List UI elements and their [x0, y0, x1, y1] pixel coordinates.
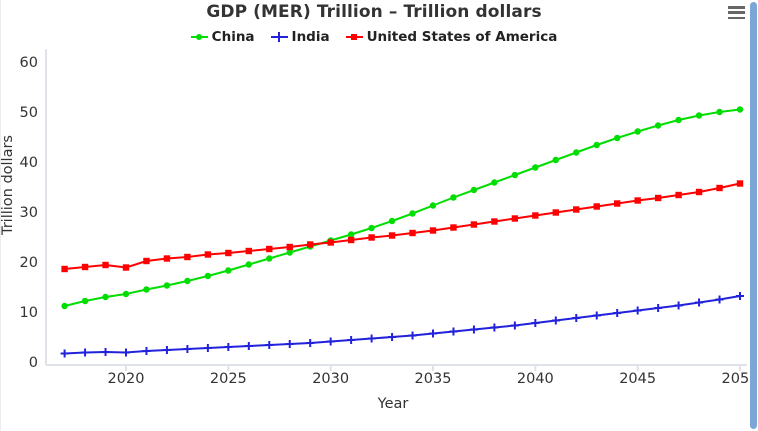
x-tick-label: 2025: [209, 371, 247, 387]
x-tick-label: 2045: [619, 371, 657, 387]
menu-bar-3: [728, 16, 745, 19]
chart-legend: China India United States of America: [0, 29, 748, 45]
menu-bar-2: [728, 11, 745, 14]
series-china[interactable]: [61, 106, 744, 310]
y-tick-label: 0: [28, 355, 38, 371]
hamburger-menu-icon[interactable]: [728, 5, 745, 20]
legend-marker-usa-icon: [345, 32, 363, 42]
y-tick-label: 60: [19, 55, 38, 71]
x-tick-label: 2040: [516, 371, 554, 387]
x-axis-title: Year: [377, 396, 409, 412]
legend-item-usa[interactable]: United States of America: [345, 29, 558, 45]
y-tick-label: 20: [19, 255, 38, 271]
y-axis-title: Trillion dollars: [0, 135, 16, 236]
series-india[interactable]: [60, 292, 744, 358]
chart-title: GDP (MER) Trillion – Trillion dollars: [206, 2, 542, 22]
x-tick-label: 2050: [721, 371, 758, 387]
legend-item-india[interactable]: India: [270, 29, 330, 45]
vertical-scrollbar[interactable]: [749, 0, 758, 431]
legend-label-india: India: [291, 29, 330, 45]
left-border: [0, 0, 1, 431]
legend-marker-china-icon: [190, 32, 208, 42]
x-tick-label: 2030: [312, 371, 350, 387]
legend-item-china[interactable]: China: [190, 29, 255, 45]
menu-bar-1: [728, 6, 745, 9]
legend-label-usa: United States of America: [366, 29, 558, 45]
y-tick-label: 10: [19, 305, 38, 321]
legend-marker-india-icon: [270, 32, 288, 42]
legend-label-china: China: [211, 29, 255, 45]
y-tick-label: 50: [19, 105, 38, 121]
series-united-states-of-america[interactable]: [61, 180, 744, 273]
scrollbar-thumb[interactable]: [750, 2, 757, 429]
y-tick-label: 30: [19, 205, 38, 221]
y-tick-label: 40: [19, 155, 38, 171]
x-tick-label: 2035: [414, 371, 452, 387]
x-tick-label: 2020: [107, 371, 145, 387]
